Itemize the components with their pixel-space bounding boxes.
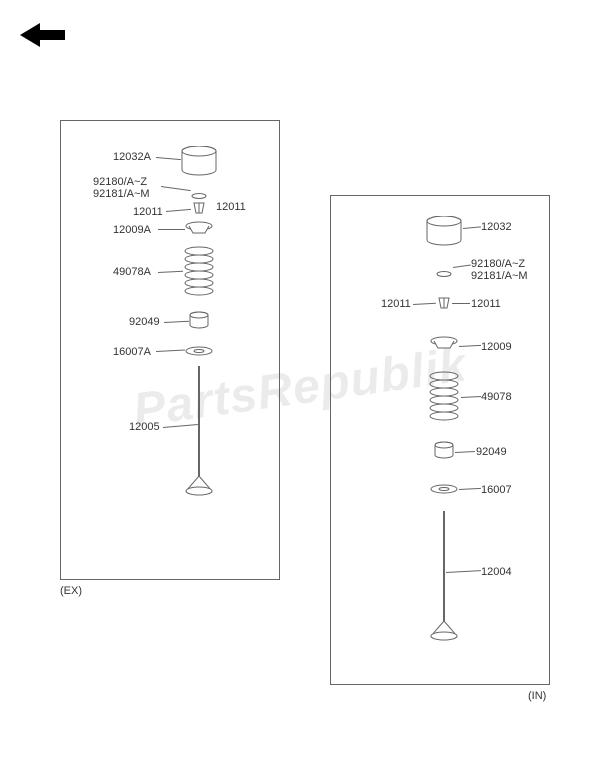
label-spring: 49078 (481, 391, 512, 403)
label-seal: 92049 (129, 316, 160, 328)
label-collet-left: 12011 (133, 206, 163, 218)
leader-line (158, 271, 183, 273)
label-seat: 16007A (113, 346, 151, 358)
leader-line (455, 451, 475, 453)
panel-tag-in: (IN) (528, 690, 546, 702)
label-seal: 92049 (476, 446, 507, 458)
part-seat (185, 343, 213, 353)
part-spring (428, 371, 460, 421)
label-shim2: 92181/A~M (471, 270, 528, 282)
leader-line (463, 226, 481, 229)
label-valve: 12004 (481, 566, 512, 578)
part-retainer (185, 221, 213, 235)
panel-exhaust: 12032A 92180/A~Z 92181/A~M 12011 12011 1… (60, 120, 280, 580)
label-shim1: 92180/A~Z (471, 258, 525, 270)
leader-line (158, 229, 185, 230)
part-seal (189, 311, 209, 329)
label-collet: 12011 (216, 201, 246, 213)
label-shim2: 92181/A~M (93, 188, 150, 200)
part-tappet (181, 146, 217, 176)
leader-line (161, 186, 191, 191)
panel-intake: 12032 92180/A~Z 92181/A~M 12011 12011 12… (330, 195, 550, 685)
leader-line (459, 345, 481, 347)
label-tappet: 12032 (481, 221, 512, 233)
leader-line (461, 396, 481, 398)
part-tappet (426, 216, 462, 246)
leader-line (452, 303, 470, 304)
part-valve (429, 511, 459, 641)
label-shim1: 92180/A~Z (93, 176, 147, 188)
leader-line (156, 157, 181, 160)
part-collet (437, 296, 451, 308)
label-collet-left: 12011 (381, 298, 411, 310)
part-seal (434, 441, 454, 459)
panel-tag-ex: (EX) (60, 585, 82, 597)
label-retainer: 12009A (113, 224, 151, 236)
label-collet: 12011 (471, 298, 501, 310)
part-retainer (430, 336, 458, 350)
part-collet (192, 201, 206, 213)
leader-line (164, 321, 189, 323)
leader-line (453, 264, 471, 267)
leader-line (166, 209, 191, 212)
part-valve (184, 366, 214, 496)
leader-line (413, 303, 436, 305)
leader-line (459, 488, 481, 490)
label-seat: 16007 (481, 484, 512, 496)
leader-line (156, 349, 185, 352)
label-tappet: 12032A (113, 151, 151, 163)
part-spring (183, 246, 215, 296)
label-valve: 12005 (129, 421, 160, 433)
part-seat (430, 481, 458, 491)
part-shim (436, 264, 452, 270)
part-shim (191, 186, 207, 192)
label-spring: 49078A (113, 266, 151, 278)
back-arrow (20, 20, 70, 55)
label-retainer: 12009 (481, 341, 512, 353)
